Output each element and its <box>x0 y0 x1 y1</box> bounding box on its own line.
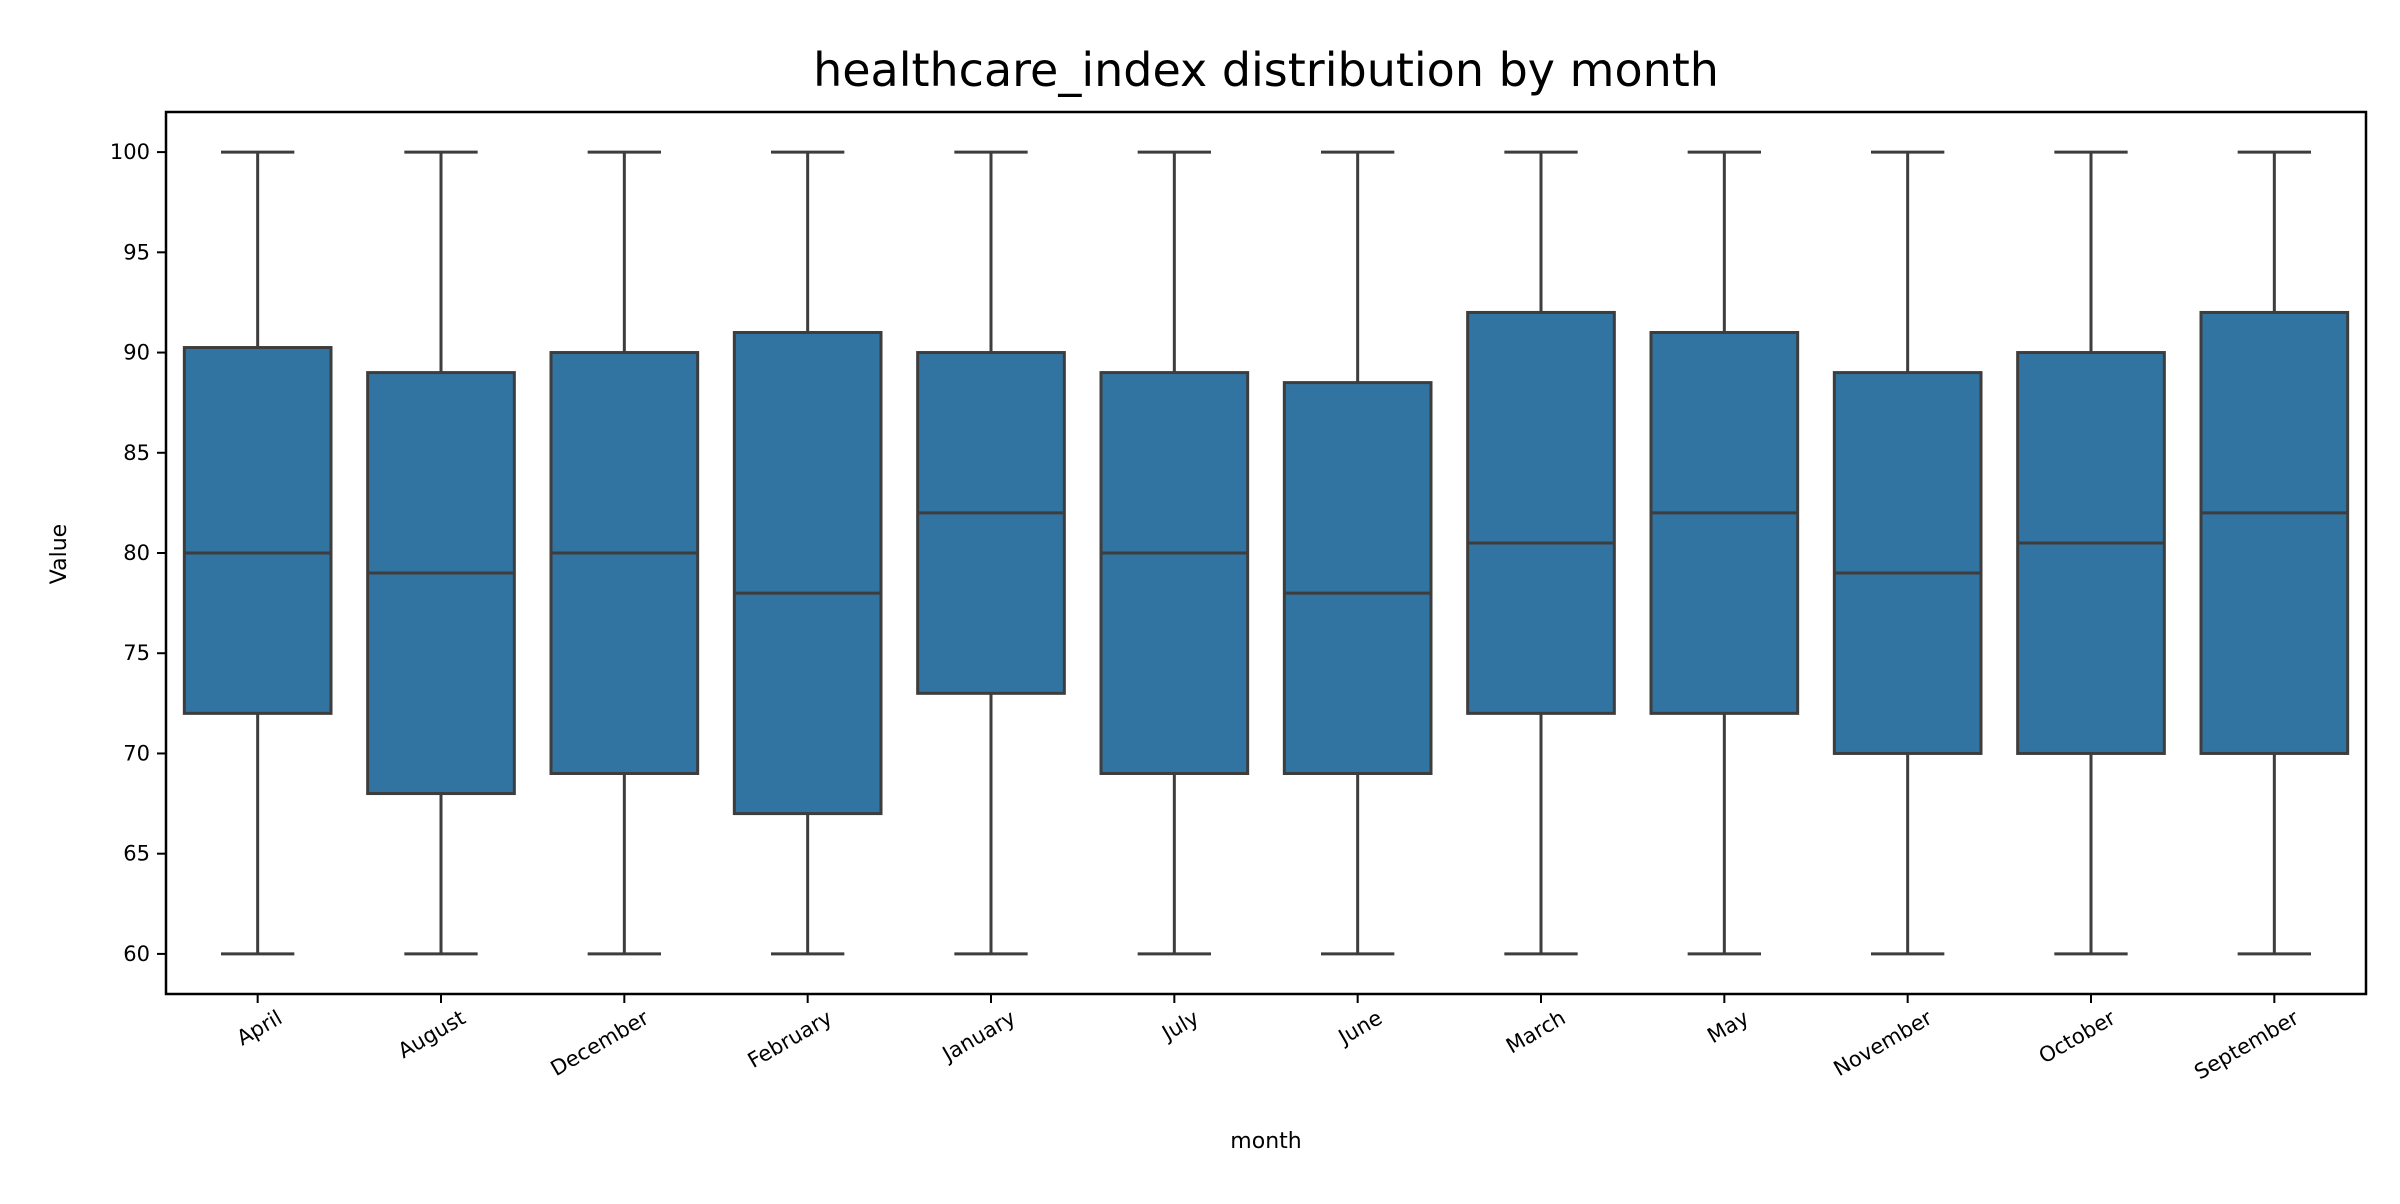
y-tick-label: 80 <box>123 541 150 565</box>
iqr-box <box>1466 310 1616 715</box>
iqr-box <box>1099 371 1250 775</box>
x-axis-label: month <box>1230 1129 1301 1154</box>
x-tick-label: August <box>394 1006 470 1064</box>
iqr-box <box>549 351 700 775</box>
iqr-box <box>366 371 516 796</box>
x-tick-label: February <box>744 1006 837 1073</box>
iqr-box <box>1282 381 1433 775</box>
box-group-december <box>549 150 700 956</box>
box-group-january <box>916 150 1066 956</box>
chart-title: healthcare_index distribution by month <box>813 43 1719 97</box>
x-tick-label: May <box>1703 1006 1753 1048</box>
x-tick-label: November <box>1830 1005 1937 1081</box>
y-tick-label: 85 <box>123 441 150 465</box>
iqr-box <box>182 346 333 715</box>
box-group-october <box>2016 150 2166 956</box>
iqr-box <box>2199 310 2350 755</box>
box-group-june <box>1282 150 1433 956</box>
box-group-july <box>1099 150 1250 956</box>
x-tick-label: April <box>233 1006 287 1051</box>
x-tick-label: October <box>2035 1005 2120 1068</box>
box-group-august <box>366 150 516 956</box>
y-tick-label: 70 <box>123 741 150 765</box>
iqr-box <box>916 351 1066 695</box>
box-group-november <box>1832 150 1983 956</box>
y-tick-label: 65 <box>123 842 150 866</box>
y-tick-label: 100 <box>110 140 150 164</box>
box-group-february <box>732 150 883 956</box>
iqr-box <box>1649 331 1800 715</box>
box-group-september <box>2199 150 2350 956</box>
box-group-april <box>182 150 333 956</box>
iqr-box <box>1832 371 1983 755</box>
plot-area: 60 65 70 75 80 85 90 95 100 April August December Fe… <box>110 140 2350 1084</box>
y-tick-label: 60 <box>123 942 150 966</box>
x-tick-label: June <box>1333 1006 1386 1051</box>
plot-frame <box>164 110 2368 996</box>
x-tick-label: March <box>1502 1006 1569 1059</box>
x-tick-label: September <box>2190 1005 2303 1084</box>
y-tick-label: 75 <box>123 641 150 665</box>
box-group-may <box>1649 150 1800 956</box>
iqr-box <box>2016 351 2166 755</box>
x-tick-label: December <box>547 1005 654 1080</box>
x-tick-label: July <box>1156 1006 1202 1047</box>
y-tick-label: 95 <box>123 240 150 264</box>
iqr-box <box>732 331 883 816</box>
box-group-march <box>1466 150 1616 956</box>
y-tick-label: 90 <box>123 341 150 365</box>
y-axis-label: Value <box>47 524 72 584</box>
x-tick-label: January <box>937 1006 1020 1068</box>
